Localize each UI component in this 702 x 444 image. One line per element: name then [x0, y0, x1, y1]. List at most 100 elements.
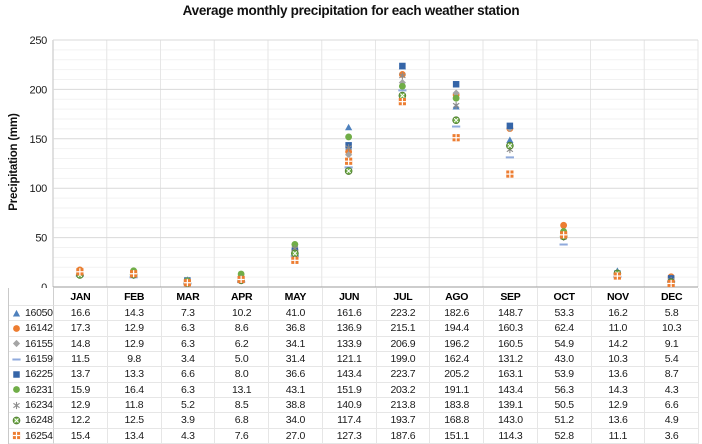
data-table: JAN FEB MAR APR MAY JUN JUL AGO SEP OCT NOV DEC 1605… — [8, 288, 699, 444]
value-cell: 7.6 — [215, 428, 269, 444]
data-point-16254 — [130, 270, 138, 278]
value-cell: 41.0 — [269, 306, 323, 322]
value-cell: 148.7 — [484, 306, 538, 322]
data-point-16159 — [398, 89, 407, 92]
asterisk-icon — [452, 102, 460, 109]
series-legend-icon — [12, 416, 21, 425]
square-icon — [452, 81, 460, 88]
value-cell: 4.3 — [161, 428, 216, 444]
data-point-16234 — [345, 144, 353, 152]
data-point-16231 — [345, 133, 353, 141]
value-cell: 27.0 — [269, 428, 323, 444]
data-point-16155 — [345, 151, 353, 159]
value-cell: 6.3 — [161, 382, 216, 398]
data-point-16248 — [398, 91, 407, 100]
station-label-cell: 16234 — [9, 397, 54, 414]
value-cell: 213.8 — [376, 397, 431, 414]
series-legend-icon — [13, 401, 20, 409]
value-cell: 11.5 — [54, 351, 108, 368]
data-point-16225 — [399, 62, 406, 70]
diamond-icon — [12, 340, 21, 348]
value-cell: 13.4 — [107, 428, 162, 444]
value-cell: 114.3 — [484, 428, 538, 444]
station-label-cell: 16248 — [9, 413, 54, 429]
value-cell: 16.2 — [591, 306, 646, 322]
value-cell: 223.2 — [376, 306, 431, 322]
circle-x-icon — [453, 117, 459, 123]
value-cell: 53.9 — [537, 367, 592, 383]
dash-icon — [505, 156, 514, 159]
station-label-cell: 16050 — [9, 306, 54, 322]
value-cell: 5.2 — [161, 397, 216, 414]
series-marker-quad-square — [12, 432, 21, 440]
value-cell: 121.1 — [322, 351, 377, 368]
data-point-16231 — [237, 270, 245, 278]
series-marker-circle-x — [12, 416, 21, 425]
month-header: JUL — [376, 288, 431, 306]
value-cell: 117.4 — [322, 413, 377, 429]
data-point-16225 — [506, 122, 514, 130]
series-marker-dash — [12, 358, 21, 361]
series-marker-triangle — [12, 309, 21, 317]
month-header: FEB — [107, 288, 162, 306]
value-cell: 36.8 — [269, 321, 323, 337]
value-cell: 3.9 — [161, 413, 216, 429]
value-cell: 6.6 — [645, 397, 699, 414]
value-cell: 143.4 — [484, 382, 538, 398]
value-cell: 8.5 — [215, 397, 269, 414]
value-cell: 53.3 — [537, 306, 592, 322]
station-label-cell: 16142 — [9, 321, 54, 337]
value-cell: 223.7 — [376, 367, 431, 383]
data-point-16231 — [398, 82, 406, 90]
station-id: 16159 — [25, 353, 53, 366]
value-cell: 11.0 — [591, 321, 646, 337]
value-cell: 16.6 — [54, 306, 108, 322]
value-cell: 5.8 — [645, 306, 699, 322]
diamond-icon — [345, 151, 353, 159]
circle-icon — [13, 386, 20, 394]
value-cell: 160.3 — [484, 321, 538, 337]
value-cell: 194.4 — [430, 321, 484, 337]
value-cell: 54.9 — [537, 336, 592, 352]
value-cell: 12.9 — [54, 397, 108, 414]
series-marker-square — [13, 371, 20, 378]
value-cell: 34.0 — [269, 413, 323, 429]
station-label-cell: 16254 — [9, 428, 54, 444]
asterisk-icon — [398, 73, 406, 79]
data-point-16155 — [452, 89, 460, 97]
circle-icon — [237, 270, 245, 278]
month-header: MAR — [161, 288, 216, 306]
data-point-16159 — [559, 243, 568, 246]
station-label-cell: 16159 — [9, 351, 54, 368]
value-cell: 15.4 — [54, 428, 108, 444]
data-point-16050 — [506, 136, 514, 144]
value-cell: 136.9 — [322, 321, 377, 337]
data-point-16248 — [506, 141, 514, 150]
value-cell: 13.7 — [54, 367, 108, 383]
series-legend-icon — [13, 371, 20, 378]
data-point-16254 — [560, 231, 568, 239]
series-legend-icon — [12, 432, 21, 440]
dash-icon — [452, 125, 461, 128]
value-cell: 10.3 — [645, 321, 699, 337]
data-point-16254 — [398, 98, 406, 106]
value-cell: 16.4 — [107, 382, 162, 398]
value-cell: 13.6 — [591, 413, 646, 429]
value-cell: 36.6 — [269, 367, 323, 383]
value-cell: 14.2 — [591, 336, 646, 352]
value-cell: 3.4 — [161, 351, 216, 368]
value-cell: 14.8 — [54, 336, 108, 352]
value-cell: 203.2 — [376, 382, 431, 398]
data-point-16254 — [667, 279, 675, 288]
value-cell: 140.9 — [322, 397, 377, 414]
station-label-cell: 16155 — [9, 336, 54, 352]
y-tick-label: 150 — [30, 134, 48, 146]
value-cell: 160.5 — [484, 336, 538, 352]
month-header: MAY — [269, 288, 323, 306]
triangle-icon — [345, 123, 353, 131]
data-point-16254 — [183, 279, 191, 287]
data-point-16234 — [452, 101, 460, 110]
value-cell: 8.7 — [645, 367, 699, 383]
value-cell: 14.3 — [107, 306, 162, 322]
